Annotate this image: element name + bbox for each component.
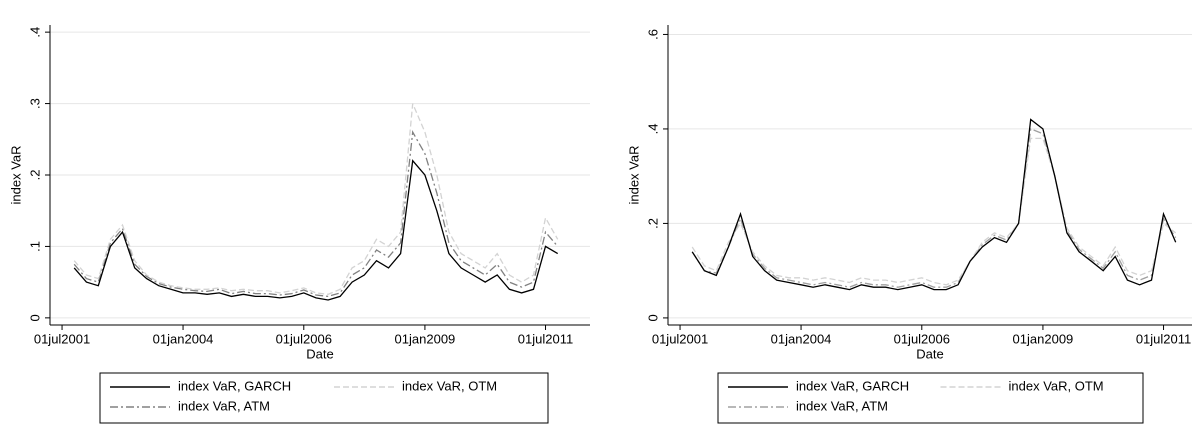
y-tick-label: .3 (27, 98, 42, 109)
legend-label: index VaR, ATM (178, 398, 270, 413)
y-tick-label: .2 (645, 218, 660, 229)
x-tick-label: 01jan2004 (771, 331, 832, 346)
legend-box (717, 372, 1144, 424)
x-tick-label: 01jul2006 (894, 331, 950, 346)
x-tick-label: 01jul2001 (34, 331, 90, 346)
series-line (691, 137, 1177, 286)
x-tick-label: 01jul2001 (652, 331, 708, 346)
y-axis-title: index VaR (8, 145, 23, 204)
x-tick-label: 01jul2006 (276, 331, 332, 346)
y-tick-label: .1 (27, 241, 42, 252)
y-tick-label: .4 (27, 27, 42, 38)
x-tick-label: 01jul2011 (518, 331, 573, 346)
legend-label: index VaR, GARCH (178, 378, 291, 393)
x-tick-label: 01jan2009 (1013, 331, 1074, 346)
y-tick-label: .4 (645, 124, 660, 135)
y-tick-label: 0 (645, 314, 660, 321)
legend-label: index VaR, GARCH (796, 378, 909, 393)
legend-label: index VaR, OTM (1009, 378, 1104, 393)
x-tick-label: 01jan2009 (395, 331, 456, 346)
x-tick-label: 01jul2011 (1136, 331, 1191, 346)
series-line (691, 127, 1177, 288)
panel: 0 .2 .4 .6 01jul2001 01jan2004 01jul2006 01jan2… (626, 25, 1192, 424)
x-tick-label: 01jan2004 (153, 331, 214, 346)
x-axis-title: Date (916, 346, 943, 361)
y-tick-label: .6 (645, 29, 660, 40)
series-line (73, 103, 559, 295)
y-tick-label: 0 (27, 314, 42, 321)
series-line (73, 159, 559, 301)
series-line (691, 118, 1177, 291)
panel: 0 .1 .2 .3 .4 01jul2001 01jan2004 01jul2006 01ja… (8, 25, 590, 424)
x-axis-title: Date (306, 346, 333, 361)
legend-label: index VaR, ATM (796, 398, 888, 413)
legend-box (99, 372, 549, 424)
y-axis-title: index VaR (626, 145, 641, 204)
series-line (73, 130, 559, 298)
y-tick-label: .2 (27, 170, 42, 181)
legend-label: index VaR, OTM (402, 378, 497, 393)
